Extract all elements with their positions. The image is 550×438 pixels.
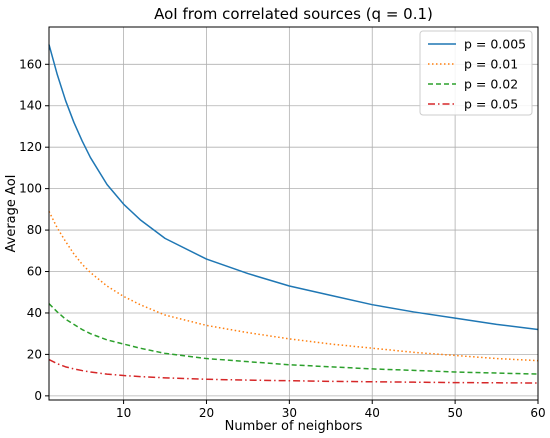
ticks: 10 20 30 40 50 60 0 20 40 60 80 100 120 140 160: [19, 57, 546, 420]
x-tick-label: 50: [447, 406, 462, 420]
y-tick-label: 160: [19, 57, 42, 71]
chart-title: AoI from correlated sources (q = 0.1): [154, 5, 433, 23]
x-axis-label: Number of neighbors: [225, 419, 363, 434]
legend-label-2: p = 0.02: [464, 77, 518, 92]
series-line-1: [48, 211, 539, 362]
series-line-0: [48, 44, 539, 331]
plot-frame: [48, 26, 539, 401]
y-tick-label: 120: [19, 140, 42, 154]
y-tick-label: 140: [19, 99, 42, 113]
y-axis-label: Average AoI: [4, 175, 19, 253]
y-tick-label: 80: [27, 223, 42, 237]
y-tick-label: 40: [27, 306, 42, 320]
legend-box: [419, 30, 533, 116]
x-tick-label: 60: [530, 406, 545, 420]
y-tick-label: 0: [34, 389, 42, 403]
x-tick-label: 10: [116, 406, 131, 420]
y-tick-label: 100: [19, 182, 42, 196]
legend-label-1: p = 0.01: [464, 57, 518, 72]
series-layer: [48, 44, 539, 384]
series-line-2: [48, 303, 539, 375]
x-tick-label: 30: [282, 406, 297, 420]
legend-label-0: p = 0.005: [464, 37, 526, 52]
y-tick-label: 20: [27, 347, 42, 361]
series-line-3: [48, 358, 539, 384]
x-tick-label: 40: [365, 406, 380, 420]
x-tick-label: 20: [199, 406, 214, 420]
grid: [49, 27, 539, 400]
legend-label-3: p = 0.05: [464, 97, 518, 112]
legend: p = 0.005 p = 0.01 p = 0.02 p = 0.05: [419, 30, 533, 116]
y-tick-label: 60: [27, 265, 42, 279]
